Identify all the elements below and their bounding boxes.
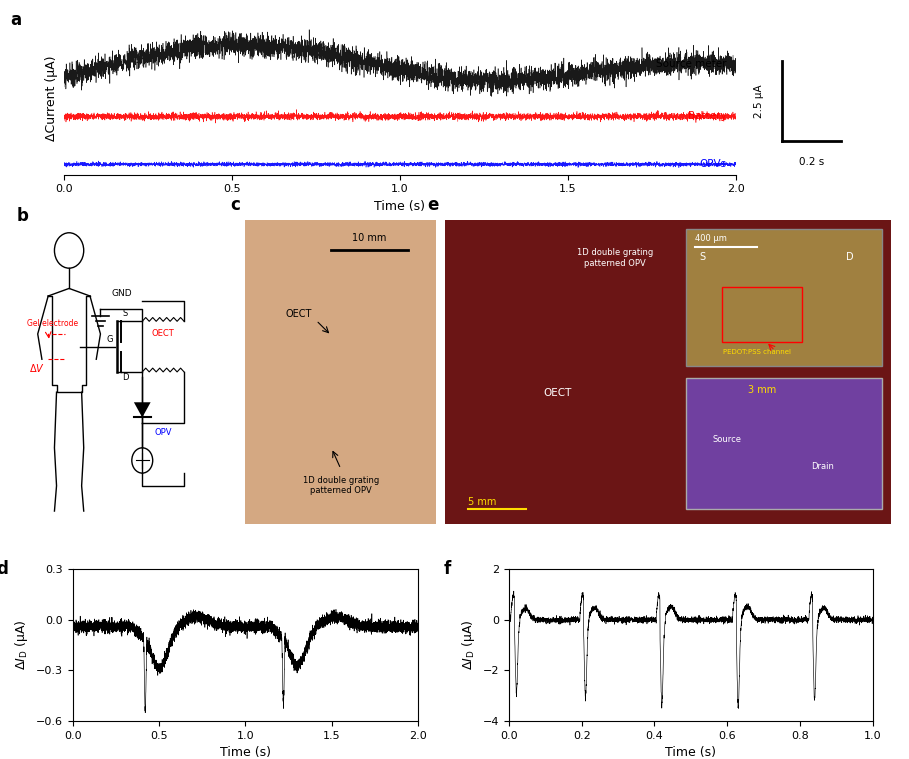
Y-axis label: $\Delta I_\mathrm{D}$ (µA): $\Delta I_\mathrm{D}$ (µA) [14,620,30,670]
X-axis label: Time (s): Time (s) [375,200,425,213]
Text: OECT: OECT [152,329,175,339]
Y-axis label: ΔCurrent (μA): ΔCurrent (μA) [45,56,58,141]
Text: Source: Source [713,435,742,444]
Y-axis label: $\Delta I_\mathrm{D}$ (µA): $\Delta I_\mathrm{D}$ (µA) [460,620,477,670]
Text: G: G [106,335,114,344]
Text: 1D double grating
patterned OPV: 1D double grating patterned OPV [303,476,379,496]
Text: e: e [427,196,439,214]
Text: c: c [230,196,240,214]
Text: Gel electrode: Gel electrode [27,320,78,329]
Text: f: f [444,560,451,578]
Text: a: a [10,11,21,29]
Text: OECT: OECT [285,309,313,320]
Text: 2.5 µA: 2.5 µA [754,84,764,118]
Polygon shape [134,402,151,417]
Text: OPVs: OPVs [699,159,726,169]
Text: Battery: Battery [687,112,726,121]
Text: 10 mm: 10 mm [353,233,386,244]
Text: OECT: OECT [544,388,572,398]
Text: 0.2 s: 0.2 s [799,157,824,167]
Text: OPV: OPV [155,428,172,437]
Text: Drain: Drain [811,462,834,471]
Text: d: d [0,560,8,578]
Text: b: b [16,207,29,225]
Text: $\Delta V$: $\Delta V$ [29,362,45,374]
Text: 3 mm: 3 mm [748,385,776,395]
Text: D: D [123,373,129,382]
Text: Source meter: Source meter [655,59,726,69]
Text: 400 µm: 400 µm [694,235,726,244]
Text: S: S [699,251,705,262]
Text: PEDOT:PSS channel: PEDOT:PSS channel [724,348,791,354]
X-axis label: Time (s): Time (s) [665,746,716,759]
Text: 1D double grating
patterned OPV: 1D double grating patterned OPV [576,248,653,268]
Text: D: D [846,251,854,262]
Text: 5 mm: 5 mm [467,497,496,508]
Text: S: S [123,309,127,318]
X-axis label: Time (s): Time (s) [220,746,271,759]
Text: GND: GND [111,289,132,298]
